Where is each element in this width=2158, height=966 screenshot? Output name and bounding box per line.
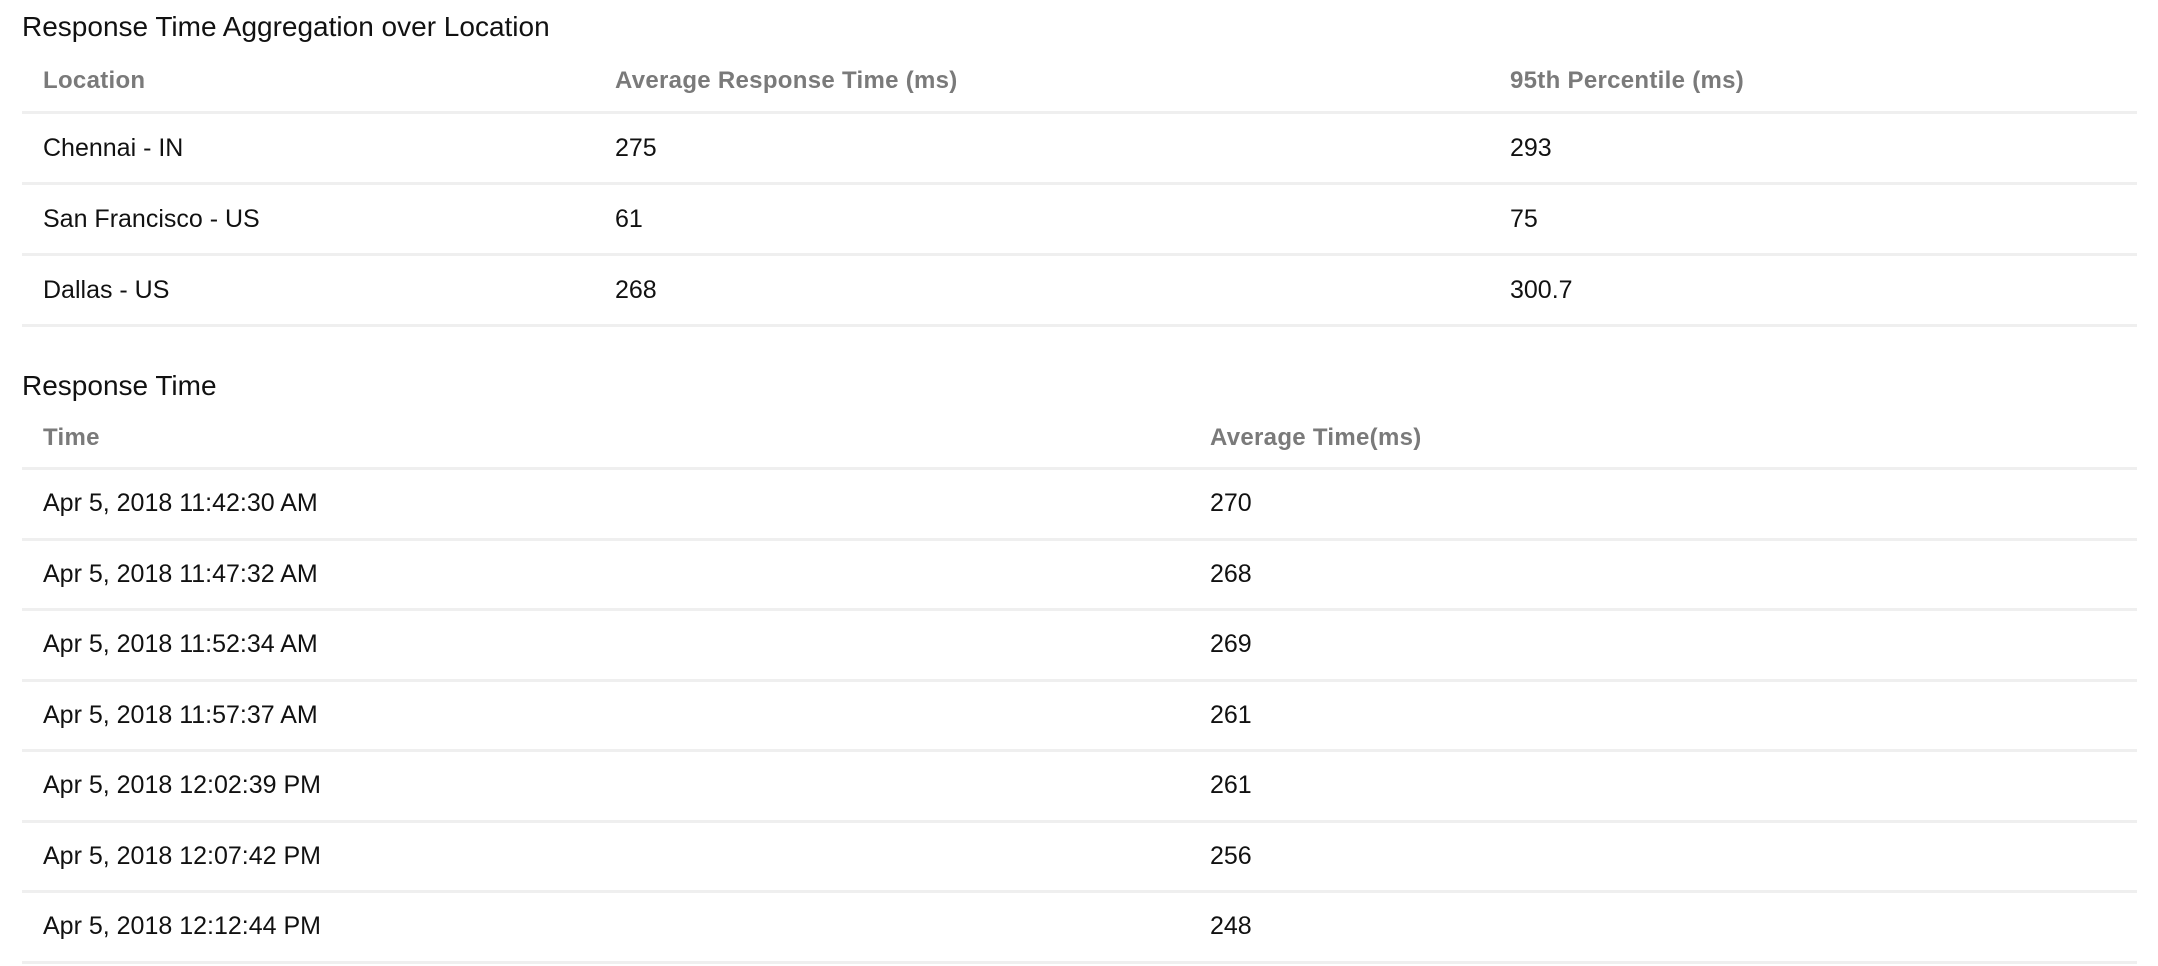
- cell-average-time: 270: [1189, 468, 2137, 541]
- cell-location: Dallas - US: [22, 254, 594, 327]
- cell-average-time: 256: [1189, 821, 2137, 893]
- cell-average-response-time: 61: [594, 183, 1489, 256]
- table-row: Apr 5, 2018 11:57:37 AM 261: [22, 680, 2137, 752]
- cell-time: Apr 5, 2018 11:57:37 AM: [22, 680, 1189, 752]
- cell-95th-percentile: 293: [1489, 112, 2137, 185]
- cell-average-time: 261: [1189, 750, 2137, 823]
- table-row: San Francisco - US 61 75: [22, 183, 2137, 256]
- cell-average-time: 248: [1189, 891, 2137, 964]
- table-header-row: Location Average Response Time (ms) 95th…: [22, 50, 2137, 114]
- cell-95th-percentile: 300.7: [1489, 254, 2137, 327]
- table-header-row: Time Average Time(ms): [22, 409, 2137, 470]
- table-row: Apr 5, 2018 11:52:34 AM 269: [22, 609, 2137, 682]
- column-header-time: Time: [22, 409, 1189, 470]
- cell-time: Apr 5, 2018 12:07:42 PM: [22, 821, 1189, 893]
- table-row: Apr 5, 2018 12:12:44 PM 248: [22, 891, 2137, 964]
- table-row: Apr 5, 2018 11:47:32 AM 268: [22, 539, 2137, 611]
- cell-average-response-time: 275: [594, 112, 1489, 185]
- cell-location: Chennai - IN: [22, 112, 594, 185]
- column-header-location: Location: [22, 50, 594, 114]
- cell-average-time: 261: [1189, 680, 2137, 752]
- table-row: Chennai - IN 275 293: [22, 112, 2137, 185]
- table-row: Dallas - US 268 300.7: [22, 254, 2137, 327]
- table-row: Apr 5, 2018 11:42:30 AM 270: [22, 468, 2137, 541]
- response-time-table: Time Average Time(ms) Apr 5, 2018 11:42:…: [22, 409, 2137, 964]
- cell-time: Apr 5, 2018 12:12:44 PM: [22, 891, 1189, 964]
- cell-location: San Francisco - US: [22, 183, 594, 256]
- aggregation-section: Response Time Aggregation over Location …: [22, 0, 2137, 327]
- column-header-average-response-time: Average Response Time (ms): [594, 50, 1489, 114]
- table-row: Apr 5, 2018 12:07:42 PM 256: [22, 821, 2137, 893]
- section-title: Response Time Aggregation over Location: [22, 11, 550, 42]
- cell-95th-percentile: 75: [1489, 183, 2137, 256]
- cell-average-response-time: 268: [594, 254, 1489, 327]
- cell-time: Apr 5, 2018 11:52:34 AM: [22, 609, 1189, 682]
- aggregation-table: Location Average Response Time (ms) 95th…: [22, 50, 2137, 327]
- cell-time: Apr 5, 2018 12:02:39 PM: [22, 750, 1189, 823]
- table-row: Apr 5, 2018 12:02:39 PM 261: [22, 750, 2137, 823]
- section-title: Response Time: [22, 370, 217, 401]
- response-time-section: Response Time Time Average Time(ms) Apr …: [22, 359, 2137, 964]
- column-header-average-time: Average Time(ms): [1189, 409, 2137, 470]
- column-header-95th-percentile: 95th Percentile (ms): [1489, 50, 2137, 114]
- cell-average-time: 268: [1189, 539, 2137, 611]
- cell-average-time: 269: [1189, 609, 2137, 682]
- cell-time: Apr 5, 2018 11:47:32 AM: [22, 539, 1189, 611]
- cell-time: Apr 5, 2018 11:42:30 AM: [22, 468, 1189, 541]
